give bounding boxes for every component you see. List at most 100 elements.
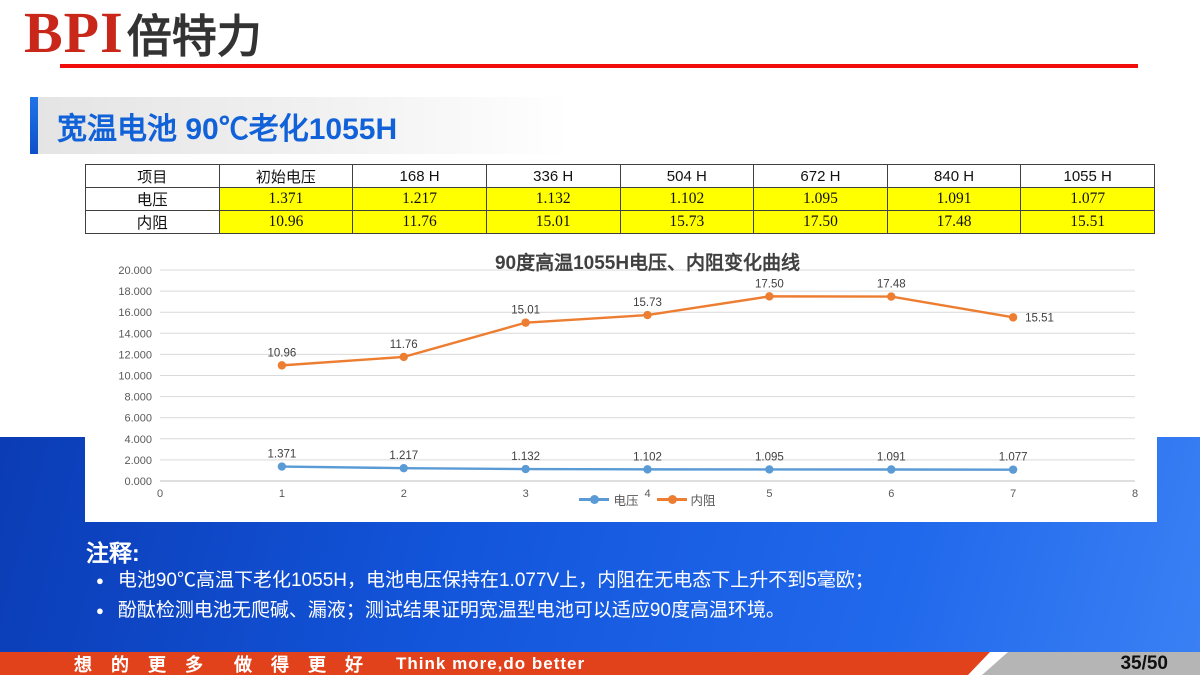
data-point [277, 462, 287, 471]
table-cell: 15.01 [485, 210, 621, 234]
data-point [399, 352, 408, 362]
table-cell: 1.371 [218, 187, 354, 211]
data-label: 15.73 [633, 297, 662, 309]
data-point [277, 361, 287, 370]
table-header-cell: 672 H [753, 164, 888, 188]
data-label: 15.51 [1025, 312, 1054, 324]
x-tick-label: 2 [401, 488, 407, 500]
notes-heading: 注释: [86, 540, 140, 566]
note-item: ● 电池90℃高温下老化1055H，电池电压保持在1.077V上，内阻在无电态下… [96, 568, 874, 598]
data-label: 1.095 [755, 451, 784, 463]
page-title: 宽温电池 90℃老化1055H [57, 112, 398, 146]
table-cell: 17.50 [753, 210, 888, 234]
bullet-icon: ● [96, 573, 104, 588]
y-tick-label: 8.000 [124, 392, 152, 404]
table-cell: 15.51 [1020, 210, 1155, 234]
data-label: 1.091 [877, 451, 906, 463]
data-point [399, 463, 408, 473]
chart-svg: 0.000 2.000 4.000 6.000 8.000 10.000 12.000 14.… [118, 265, 1138, 500]
y-tick-label: 0.000 [124, 476, 152, 488]
y-tick-label: 20.000 [118, 265, 152, 277]
legend-line-marker-icon [656, 495, 687, 504]
data-label: 1.217 [389, 450, 418, 462]
note-text: 电池90℃高温下老化1055H，电池电压保持在1.077V上，内阻在无电态下上升… [117, 570, 874, 591]
data-label: 15.01 [511, 305, 540, 317]
logo-bpi-text: BPI [24, 0, 124, 65]
data-point [643, 465, 652, 474]
data-label: 17.48 [877, 279, 906, 291]
table-cell: 1.217 [352, 187, 487, 211]
table-cell: 11.76 [352, 210, 487, 234]
x-tick-label: 3 [523, 488, 529, 500]
y-tick-label: 10.000 [118, 371, 152, 383]
legend-line-marker-icon [579, 495, 610, 504]
x-tick-label: 0 [157, 488, 163, 500]
notes-list: ● 电池90℃高温下老化1055H，电池电压保持在1.077V上，内阻在无电态下… [96, 568, 874, 628]
data-label: 10.96 [267, 347, 296, 359]
chart-legend: 电压 内阻 [160, 490, 1135, 509]
page-number: 35/50 [1120, 653, 1168, 674]
data-point [887, 292, 896, 301]
table-cell: 1.091 [886, 187, 1022, 211]
note-text: 酚酞检测电池无爬碱、漏液；测试结果证明宽温型电池可以适应90度高温环境。 [117, 600, 785, 621]
table-header-cell: 初始电压 [218, 164, 354, 188]
row-label: 内阻 [85, 210, 220, 234]
y-tick-label: 2.000 [124, 455, 152, 467]
data-label: 11.76 [390, 339, 418, 351]
y-tick-label: 12.000 [118, 349, 152, 361]
x-tick-label: 4 [644, 488, 650, 500]
footer-slogan-chinese: 想 的 更 多 做 得 更 好 [74, 654, 371, 675]
table-cell: 15.73 [619, 210, 755, 234]
y-tick-label: 6.000 [124, 413, 152, 425]
table-cell: 17.48 [886, 210, 1022, 234]
data-label: 1.102 [633, 451, 662, 463]
legend-item: 电压 [579, 490, 639, 509]
row-label: 电压 [85, 187, 220, 211]
table-row-resistance: 内阻 10.96 11.76 15.01 15.73 17.50 17.48 1… [85, 210, 1155, 234]
data-point [643, 310, 652, 320]
chart-card: 0.000 2.000 4.000 6.000 8.000 10.000 12.000 14.… [85, 238, 1157, 522]
x-tick-label: 6 [888, 488, 894, 500]
table-cell: 1.077 [1020, 187, 1155, 211]
table-cell: 10.96 [218, 210, 354, 234]
legend-item: 内阻 [656, 490, 716, 509]
legend-dot-icon [667, 495, 677, 504]
table-header-cell: 336 H [485, 164, 621, 188]
table-cell: 1.102 [619, 187, 755, 211]
table-row-voltage: 电压 1.371 1.217 1.132 1.102 1.095 1.091 1… [85, 187, 1155, 211]
table-header-row: 项目 初始电压 168 H 336 H 504 H 672 H 840 H 10… [85, 164, 1155, 188]
x-tick-label: 1 [279, 488, 285, 500]
x-tick-label: 8 [1132, 488, 1138, 500]
footer-bar: 想 的 更 多 做 得 更 好 Think more,do better 35/… [0, 652, 1200, 675]
company-logo: BPI 倍特力 [24, 4, 262, 62]
data-label: 17.50 [755, 278, 784, 290]
title-accent-bar [30, 97, 38, 154]
table-header-cell: 504 H [619, 164, 755, 188]
footer-page-wedge [982, 652, 1200, 675]
footer-slogan: 想 的 更 多 做 得 更 好 Think more,do better [74, 652, 585, 675]
table-header-cell: 168 H [352, 164, 487, 188]
footer-slogan-english: Think more,do better [396, 653, 586, 673]
legend-label: 电压 [613, 494, 639, 508]
data-label: 1.371 [267, 449, 296, 461]
y-tick-label: 16.000 [118, 307, 152, 319]
table-header-cell: 项目 [85, 164, 220, 188]
slide-title-banner: 宽温电池 90℃老化1055H [30, 97, 570, 154]
note-item: ● 酚酞检测电池无爬碱、漏液；测试结果证明宽温型电池可以适应90度高温环境。 [96, 598, 874, 628]
header-divider-line [60, 64, 1138, 68]
y-tick-label: 4.000 [124, 434, 152, 446]
data-point [1008, 313, 1018, 322]
table-header-cell: 1055 H [1020, 164, 1155, 188]
x-tick-label: 5 [766, 488, 772, 500]
y-tick-label: 18.000 [118, 286, 152, 298]
aging-data-table: 项目 初始电压 168 H 336 H 504 H 672 H 840 H 10… [85, 164, 1155, 234]
bullet-icon: ● [96, 603, 104, 618]
y-tick-label: 14.000 [118, 328, 152, 340]
data-point [521, 464, 530, 474]
data-point [765, 465, 774, 474]
data-label: 1.132 [511, 451, 540, 463]
legend-label: 内阻 [690, 494, 716, 508]
data-point [521, 318, 530, 327]
x-tick-label: 7 [1010, 488, 1016, 500]
